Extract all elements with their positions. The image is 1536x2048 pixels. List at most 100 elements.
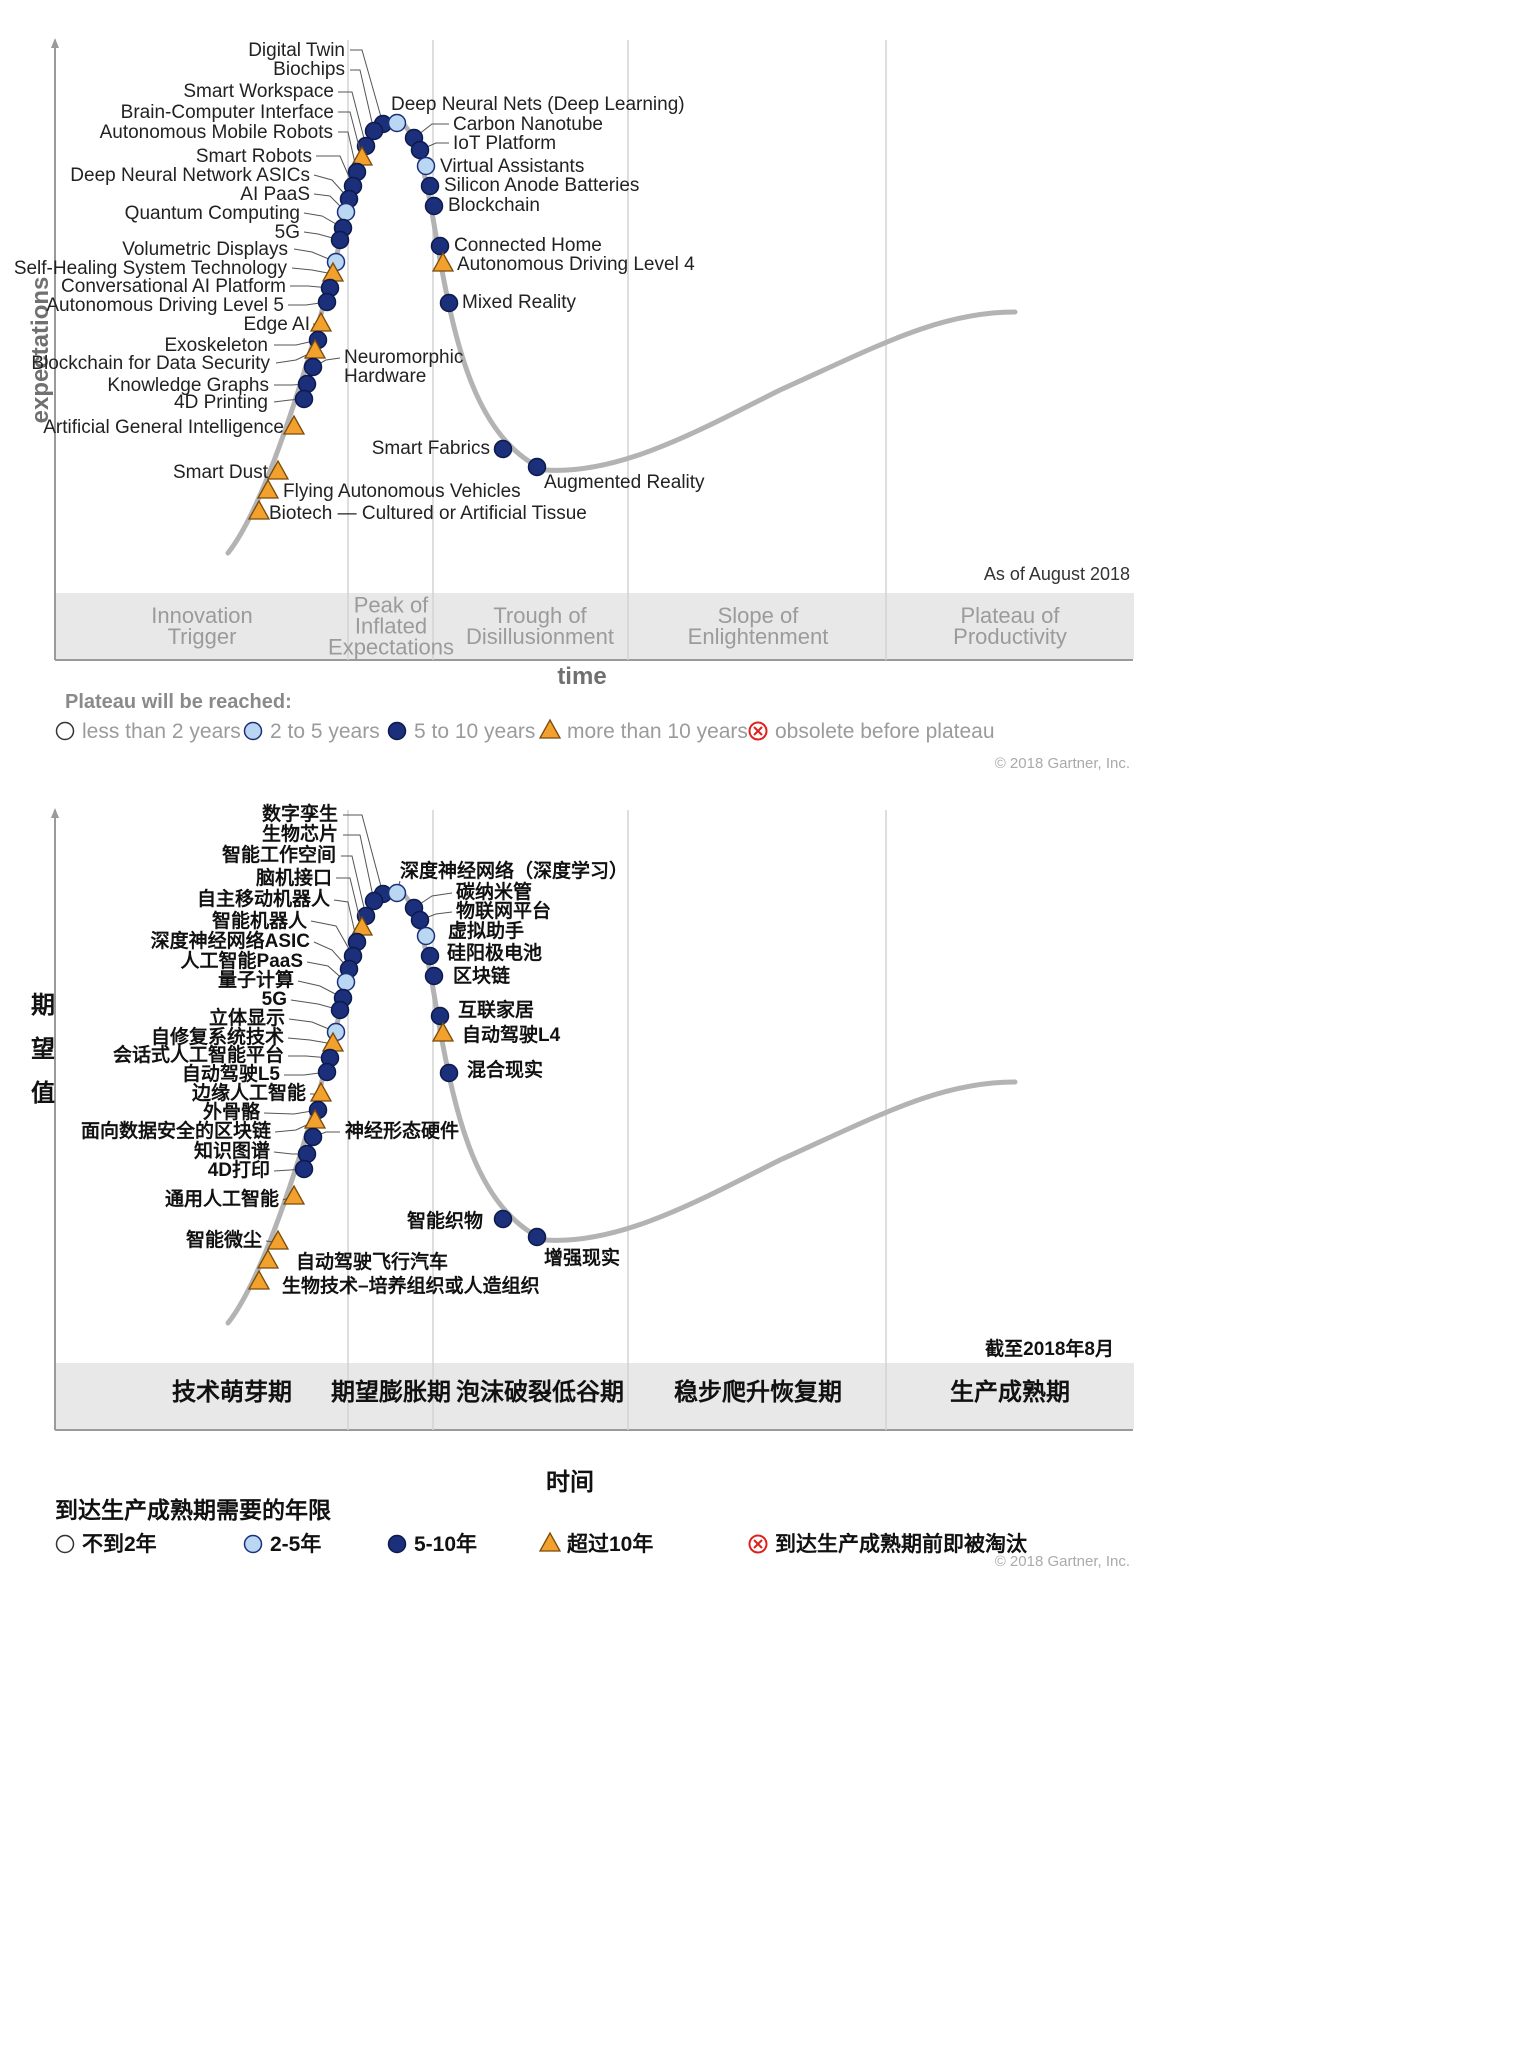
y-axis-label: 望 xyxy=(31,1035,55,1063)
technology-marker xyxy=(317,1062,337,1082)
y-axis-label: 值 xyxy=(31,1079,55,1107)
technology-label: 5G xyxy=(275,222,300,243)
phase-band xyxy=(56,1363,1134,1429)
technology-marker xyxy=(297,1144,317,1164)
technology-marker xyxy=(430,1006,450,1026)
phase-label: Disillusionment xyxy=(466,624,614,649)
technology-label: 脑机接口 xyxy=(255,866,332,889)
phase-label: Trough of xyxy=(493,603,587,628)
technology-label: 碳纳米管 xyxy=(456,880,532,903)
technology-label: 外骨骼 xyxy=(203,1100,261,1123)
legend-dark-icon xyxy=(387,721,407,741)
technology-marker xyxy=(309,1081,333,1102)
technology-marker xyxy=(410,140,430,160)
technology-label: Deep Neural Nets (Deep Learning) xyxy=(391,94,685,115)
technology-label: 生物技术–培养组织或人造组织 xyxy=(282,1274,540,1297)
leader-line xyxy=(333,899,358,943)
leader-line xyxy=(338,111,363,159)
technology-label: 区块链 xyxy=(453,964,510,987)
phase-label: Expectations xyxy=(328,635,454,660)
technology-label: 面向数据安全的区块链 xyxy=(81,1119,271,1142)
technology-marker xyxy=(294,389,314,409)
technology-marker xyxy=(431,251,455,272)
technology-marker xyxy=(330,1000,350,1020)
x-axis-label: 时间 xyxy=(546,1469,594,1496)
leader-line xyxy=(316,155,354,187)
as-of-date: As of August 2018 xyxy=(984,564,1130,584)
technology-marker xyxy=(303,1127,323,1147)
technology-label: Brain-Computer Interface xyxy=(121,102,334,123)
leader-line xyxy=(338,131,358,173)
legend-label: 2-5年 xyxy=(270,1532,321,1556)
technology-label: Smart Dust xyxy=(173,462,269,483)
technology-label: 物联网平台 xyxy=(456,899,551,922)
technology-marker xyxy=(282,1184,306,1205)
legend-label: obsolete before plateau xyxy=(775,720,995,743)
technology-label: Biochips xyxy=(273,59,345,80)
technology-marker xyxy=(317,292,337,312)
phase-label: Plateau of xyxy=(960,603,1060,628)
technology-label: Mixed Reality xyxy=(462,292,577,313)
technology-label: Autonomous Driving Level 5 xyxy=(46,295,284,316)
technology-label: 增强现实 xyxy=(544,1246,620,1269)
technology-label: 深度神经网络（深度学习） xyxy=(400,859,628,882)
legend-label: 不到2年 xyxy=(82,1532,157,1556)
technology-marker xyxy=(256,478,280,499)
phase-label: 泡沫破裂低谷期 xyxy=(456,1378,624,1406)
technology-marker xyxy=(493,1209,513,1229)
leader-line xyxy=(341,855,367,917)
technology-marker xyxy=(387,113,407,133)
technology-marker xyxy=(336,202,356,222)
technology-label: Blockchain xyxy=(448,195,540,216)
technology-label: AI PaaS xyxy=(240,184,310,205)
technology-marker xyxy=(364,891,384,911)
technology-marker xyxy=(247,1269,271,1290)
legend-label: 5-10年 xyxy=(414,1532,477,1556)
technology-marker xyxy=(430,236,450,256)
technology-marker xyxy=(330,230,350,250)
technology-label: 混合现实 xyxy=(467,1058,543,1081)
legend-obsolete-icon xyxy=(748,1534,768,1554)
technology-label: 4D打印 xyxy=(208,1158,270,1181)
legend-triangle-icon xyxy=(538,1531,562,1552)
technology-label: 通用人工智能 xyxy=(165,1187,279,1210)
technology-marker xyxy=(416,156,436,176)
technology-label: Deep Neural Network ASICs xyxy=(70,165,310,186)
technology-marker xyxy=(439,1063,459,1083)
legend-dark-icon xyxy=(387,1534,407,1554)
copyright: © 2018 Gartner, Inc. xyxy=(995,755,1130,772)
leader-line xyxy=(343,814,384,895)
technology-label: 自动驾驶L4 xyxy=(462,1023,561,1046)
technology-label: 知识图谱 xyxy=(194,1139,270,1162)
phase-label: 技术萌芽期 xyxy=(172,1379,292,1406)
technology-label: Biotech — Cultured or Artificial Tissue xyxy=(269,503,587,524)
technology-label: 数字孪生 xyxy=(262,802,338,825)
technology-marker xyxy=(303,357,323,377)
technology-label: Connected Home xyxy=(454,235,602,256)
legend-title: 到达生产成熟期需要的年限 xyxy=(55,1497,331,1523)
legend-empty-icon xyxy=(55,1534,75,1554)
technology-label: 神经形态硬件 xyxy=(345,1119,459,1142)
phase-label: Enlightenment xyxy=(688,624,829,649)
technology-marker xyxy=(420,946,440,966)
technology-label: 边缘人工智能 xyxy=(191,1081,306,1104)
technology-label: 4D Printing xyxy=(174,392,268,413)
leader-line xyxy=(338,91,367,147)
technology-label: 智能织物 xyxy=(407,1209,483,1232)
x-axis-label: time xyxy=(557,663,606,690)
technology-label: Artificial General Intelligence xyxy=(43,417,284,438)
technology-label: 硅阳极电池 xyxy=(447,941,542,964)
y-axis-arrow-icon xyxy=(51,808,59,818)
technology-marker xyxy=(387,883,407,903)
legend-light-icon xyxy=(243,1534,263,1554)
technology-label: Smart Fabrics xyxy=(372,438,490,459)
phase-label: Innovation xyxy=(151,603,253,628)
technology-label: Volumetric Displays xyxy=(122,239,288,260)
legend-triangle-icon xyxy=(538,718,562,739)
technology-marker xyxy=(336,972,356,992)
technology-label: 量子计算 xyxy=(218,968,294,991)
technology-marker xyxy=(527,1227,547,1247)
phase-label: Slope of xyxy=(718,603,800,628)
